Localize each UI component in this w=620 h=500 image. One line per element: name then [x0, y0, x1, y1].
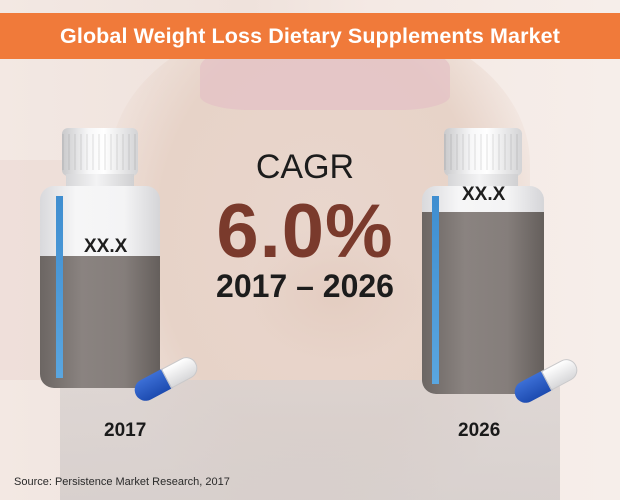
- cagr-period: 2017 – 2026: [216, 268, 394, 304]
- cagr-value: 6.0%: [216, 189, 394, 274]
- bottle-cap: [62, 128, 138, 176]
- bottle-2017-value: XX.X: [84, 236, 128, 257]
- bottle-fill-level: [422, 212, 544, 394]
- title-banner: Global Weight Loss Dietary Supplements M…: [0, 13, 620, 59]
- bottle-neck: [448, 174, 518, 188]
- bottle-label-stripe: [56, 196, 63, 378]
- background-hands: [250, 230, 420, 360]
- bottle-neck: [66, 174, 134, 188]
- bottle-2026: [418, 128, 548, 396]
- bottle-body: [40, 186, 160, 388]
- bottle-label-stripe: [432, 196, 439, 384]
- cagr-label: CAGR: [255, 148, 355, 186]
- year-label-2017: 2017: [104, 420, 147, 441]
- year-label-2026: 2026: [458, 420, 501, 441]
- source-note: Source: Persistence Market Research, 201…: [14, 476, 230, 488]
- page-title: Global Weight Loss Dietary Supplements M…: [60, 23, 560, 48]
- bottle-body: [422, 186, 544, 394]
- bottle-cap: [444, 128, 522, 176]
- bottle-2026-value: XX.X: [462, 184, 506, 205]
- bottle-2017: [36, 128, 164, 390]
